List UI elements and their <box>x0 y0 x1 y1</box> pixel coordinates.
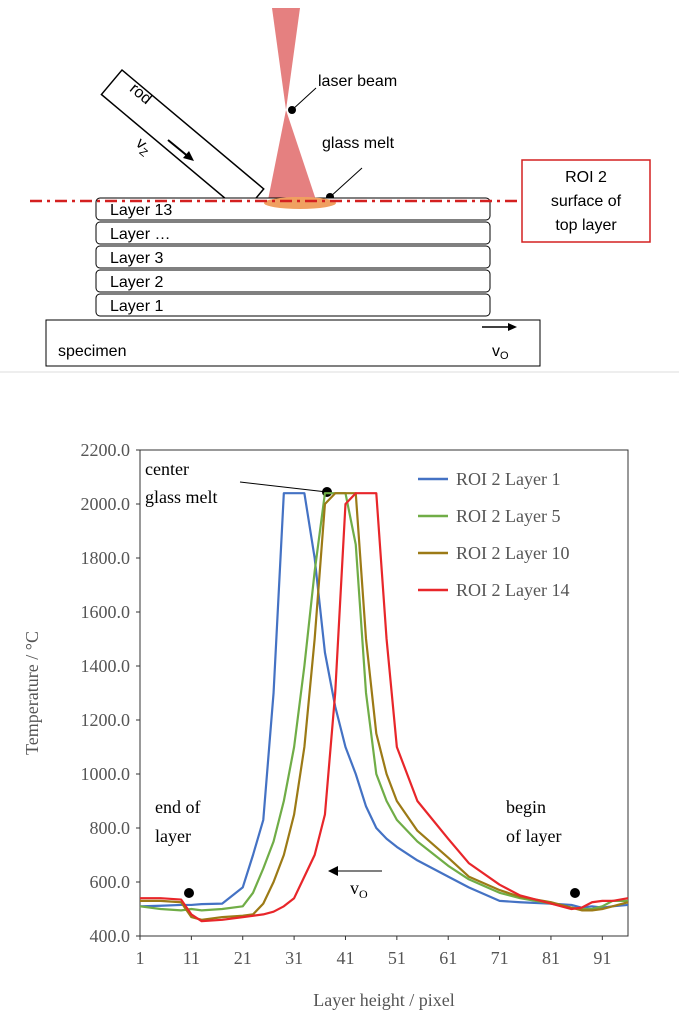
roi-text: surface of <box>551 193 622 210</box>
y-tick-label: 400.0 <box>90 926 131 946</box>
layer-label: Layer … <box>110 226 170 243</box>
series-line <box>140 492 629 921</box>
laser-cone-bottom <box>268 110 316 200</box>
x-axis-title: Layer height / pixel <box>313 990 454 1010</box>
layer-label: Layer 13 <box>110 202 172 219</box>
y-tick-label: 1400.0 <box>81 656 131 676</box>
annotation: center <box>145 459 189 479</box>
x-tick-label: 91 <box>593 948 611 968</box>
specimen-label: specimen <box>58 343 126 360</box>
laser-cone-top <box>272 8 300 110</box>
vo-arrowhead <box>328 866 338 876</box>
x-tick-label: 61 <box>439 948 457 968</box>
vo-sub: O <box>500 350 509 362</box>
x-tick-label: 31 <box>285 948 303 968</box>
vz-arrowhead <box>183 151 194 161</box>
x-tick-label: 81 <box>542 948 560 968</box>
rod-shape <box>100 68 265 215</box>
legend-label: ROI 2 Layer 10 <box>456 543 569 563</box>
vo-main: v <box>350 878 359 898</box>
plot-frame <box>139 449 629 937</box>
roi-text: ROI 2 <box>565 169 607 186</box>
roi-box <box>521 159 651 243</box>
y-tick-label: 1200.0 <box>81 710 131 730</box>
laser-label: laser beam <box>318 73 397 90</box>
vo-label: vO <box>492 343 509 362</box>
leader <box>291 87 317 111</box>
y-tick-label: 1800.0 <box>81 548 131 568</box>
y-tick-label: 800.0 <box>90 818 131 838</box>
dot <box>184 888 194 898</box>
chart: Temperature / °C Layer height / pixel ce… <box>22 440 629 1010</box>
series-line <box>140 492 629 923</box>
diagram: rod vZ laser beam glass melt Layer 13 La… <box>30 8 651 367</box>
annotation: of layer <box>506 826 561 846</box>
dot <box>322 487 332 497</box>
annotation: glass melt <box>145 487 218 507</box>
layer <box>95 293 491 317</box>
y-tick-label: 2000.0 <box>81 494 131 514</box>
layer-label: Layer 3 <box>110 250 163 267</box>
y-axis-title: Temperature / °C <box>22 631 42 755</box>
y-tick-label: 1000.0 <box>81 764 131 784</box>
dot <box>570 888 580 898</box>
leader <box>329 167 363 198</box>
annotation: begin <box>506 797 546 817</box>
x-tick-label: 41 <box>336 948 354 968</box>
layer-label: Layer 2 <box>110 274 163 291</box>
vo-sub: O <box>359 887 368 901</box>
vo-main: v <box>492 343 500 360</box>
legend-label: ROI 2 Layer 1 <box>456 469 560 489</box>
legend-label: ROI 2 Layer 5 <box>456 506 560 526</box>
vz-label: vZ <box>131 135 155 160</box>
x-tick-label: 11 <box>183 948 200 968</box>
y-tick-label: 600.0 <box>90 872 131 892</box>
y-tick-label: 2200.0 <box>81 440 131 460</box>
vo-label: vO <box>350 878 368 901</box>
leader <box>239 481 328 493</box>
specimen-block <box>45 319 541 367</box>
vo-arrowhead <box>508 323 517 331</box>
y-tick-label: 1600.0 <box>81 602 131 622</box>
layer-label: Layer 1 <box>110 298 163 315</box>
glass-melt-shape <box>264 197 336 209</box>
glass-melt-label: glass melt <box>322 135 395 152</box>
layer <box>95 245 491 269</box>
annotation: layer <box>155 826 191 846</box>
layer <box>95 269 491 293</box>
annotation: end of <box>155 797 200 817</box>
legend-label: ROI 2 Layer 14 <box>456 580 569 600</box>
x-tick-label: 21 <box>234 948 252 968</box>
layer <box>95 221 491 245</box>
roi-text: top layer <box>555 217 617 234</box>
x-tick-label: 71 <box>491 948 509 968</box>
x-tick-label: 51 <box>388 948 406 968</box>
x-tick-label: 1 <box>136 948 145 968</box>
